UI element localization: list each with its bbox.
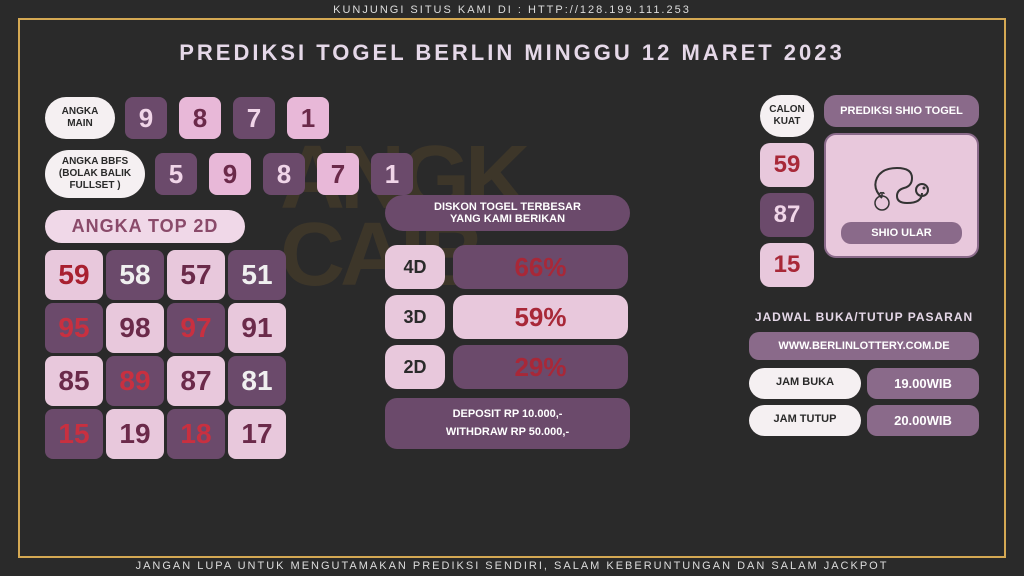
angka-main-ball: 7 bbox=[233, 97, 275, 139]
jadwal-title: JADWAL BUKA/TUTUP PASARAN bbox=[749, 310, 979, 324]
top2d-cell: 57 bbox=[167, 250, 225, 300]
calon-kuat-column: CALONKUAT 59 87 15 bbox=[760, 95, 814, 287]
diskon-value: 29% bbox=[453, 345, 628, 389]
shio-title: PREDIKSI SHIO TOGEL bbox=[824, 95, 979, 127]
top2d-cell: 19 bbox=[106, 409, 164, 459]
angka-bbfs-label: ANGKA BBFS(BOLAK BALIKFULLSET ) bbox=[45, 150, 145, 198]
angka-main-ball: 9 bbox=[125, 97, 167, 139]
jam-buka-value: 19.00WIB bbox=[867, 368, 979, 399]
diskon-label: 2D bbox=[385, 345, 445, 389]
diskon-value: 59% bbox=[453, 295, 628, 339]
bottom-banner: JANGAN LUPA UNTUK MENGUTAMAKAN PREDIKSI … bbox=[0, 560, 1024, 572]
diskon-title: DISKON TOGEL TERBESAR YANG KAMI BERIKAN bbox=[385, 195, 630, 231]
top2d-cell: 18 bbox=[167, 409, 225, 459]
top2d-cell: 17 bbox=[228, 409, 286, 459]
top2d-grid: 59585751 95989791 85898781 15191817 bbox=[45, 250, 286, 459]
bbfs-ball: 8 bbox=[263, 153, 305, 195]
jam-tutup-label: JAM TUTUP bbox=[749, 405, 861, 436]
top2d-cell: 87 bbox=[167, 356, 225, 406]
diskon-grid: 4D66%3D59%2D29% bbox=[385, 245, 628, 395]
top2d-cell: 89 bbox=[106, 356, 164, 406]
diskon-label: 4D bbox=[385, 245, 445, 289]
shio-caption: SHIO ULAR bbox=[841, 222, 962, 244]
jam-tutup-value: 20.00WIB bbox=[867, 405, 979, 436]
angka-main-label: ANGKAMAIN bbox=[45, 97, 115, 139]
top2d-cell: 58 bbox=[106, 250, 164, 300]
diskon-row: 4D66% bbox=[385, 245, 628, 289]
top2d-cell: 85 bbox=[45, 356, 103, 406]
top-banner: KUNJUNGI SITUS KAMI DI : HTTP://128.199.… bbox=[0, 4, 1024, 16]
shio-image: SHIO ULAR bbox=[824, 133, 979, 258]
top2d-cell: 51 bbox=[228, 250, 286, 300]
top2d-cell: 15 bbox=[45, 409, 103, 459]
jadwal-section: JADWAL BUKA/TUTUP PASARAN WWW.BERLINLOTT… bbox=[749, 310, 979, 442]
bbfs-ball: 9 bbox=[209, 153, 251, 195]
jadwal-buka-row: JAM BUKA 19.00WIB bbox=[749, 368, 979, 399]
jadwal-site: WWW.BERLINLOTTERY.COM.DE bbox=[749, 332, 979, 360]
angka-main-ball: 1 bbox=[287, 97, 329, 139]
bbfs-ball: 5 bbox=[155, 153, 197, 195]
calon-number: 15 bbox=[760, 243, 814, 287]
top2d-cell: 97 bbox=[167, 303, 225, 353]
calon-number: 87 bbox=[760, 193, 814, 237]
top2d-title: ANGKA TOP 2D bbox=[45, 210, 245, 243]
diskon-value: 66% bbox=[453, 245, 628, 289]
bbfs-ball: 7 bbox=[317, 153, 359, 195]
diskon-label: 3D bbox=[385, 295, 445, 339]
jadwal-tutup-row: JAM TUTUP 20.00WIB bbox=[749, 405, 979, 436]
calon-number: 59 bbox=[760, 143, 814, 187]
top2d-cell: 95 bbox=[45, 303, 103, 353]
snake-icon bbox=[862, 148, 942, 218]
calon-kuat-label: CALONKUAT bbox=[760, 95, 814, 137]
shio-column: PREDIKSI SHIO TOGEL SHIO ULAR bbox=[824, 95, 979, 258]
top2d-cell: 81 bbox=[228, 356, 286, 406]
angka-main-ball: 8 bbox=[179, 97, 221, 139]
diskon-row: 2D29% bbox=[385, 345, 628, 389]
deposit-withdraw-box: DEPOSIT RP 10.000,- WITHDRAW RP 50.000,- bbox=[385, 398, 630, 449]
diskon-row: 3D59% bbox=[385, 295, 628, 339]
angka-main-row: ANGKAMAIN 9 8 7 1 bbox=[45, 95, 331, 141]
jam-buka-label: JAM BUKA bbox=[749, 368, 861, 399]
top2d-cell: 59 bbox=[45, 250, 103, 300]
top2d-cell: 98 bbox=[106, 303, 164, 353]
bbfs-ball: 1 bbox=[371, 153, 413, 195]
top2d-cell: 91 bbox=[228, 303, 286, 353]
angka-bbfs-row: ANGKA BBFS(BOLAK BALIKFULLSET ) 5 9 8 7 … bbox=[45, 150, 415, 198]
page-title: PREDIKSI TOGEL BERLIN MINGGU 12 MARET 20… bbox=[0, 40, 1024, 66]
